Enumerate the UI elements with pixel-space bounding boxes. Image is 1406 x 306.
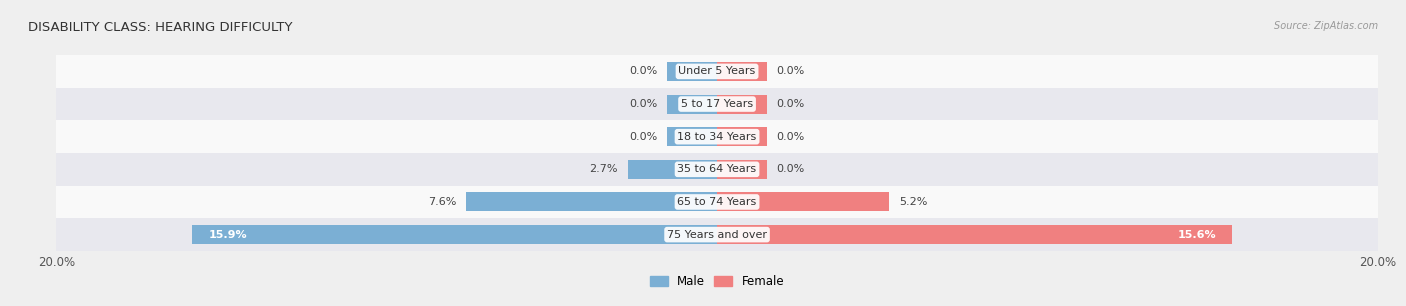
- Text: 35 to 64 Years: 35 to 64 Years: [678, 164, 756, 174]
- Bar: [717, 95, 766, 114]
- Text: 0.0%: 0.0%: [776, 66, 804, 76]
- Text: 0.0%: 0.0%: [630, 132, 658, 142]
- Bar: [56, 186, 1378, 218]
- Bar: [56, 88, 1378, 120]
- Bar: [717, 127, 766, 146]
- Text: 18 to 34 Years: 18 to 34 Years: [678, 132, 756, 142]
- Bar: [56, 120, 1378, 153]
- Bar: [628, 160, 717, 179]
- Text: 0.0%: 0.0%: [776, 99, 804, 109]
- Bar: [191, 225, 717, 244]
- Text: 7.6%: 7.6%: [427, 197, 456, 207]
- Bar: [717, 225, 1233, 244]
- Bar: [717, 62, 766, 81]
- Bar: [717, 192, 889, 211]
- Text: 5 to 17 Years: 5 to 17 Years: [681, 99, 754, 109]
- Bar: [717, 160, 766, 179]
- Bar: [56, 153, 1378, 186]
- Text: 0.0%: 0.0%: [630, 99, 658, 109]
- Text: 5.2%: 5.2%: [898, 197, 927, 207]
- Text: 0.0%: 0.0%: [776, 164, 804, 174]
- Bar: [56, 55, 1378, 88]
- Bar: [668, 62, 717, 81]
- Text: Source: ZipAtlas.com: Source: ZipAtlas.com: [1274, 21, 1378, 32]
- Text: 15.9%: 15.9%: [208, 230, 247, 240]
- Text: 75 Years and over: 75 Years and over: [666, 230, 768, 240]
- Text: Under 5 Years: Under 5 Years: [679, 66, 755, 76]
- Text: DISABILITY CLASS: HEARING DIFFICULTY: DISABILITY CLASS: HEARING DIFFICULTY: [28, 21, 292, 34]
- Text: 15.6%: 15.6%: [1177, 230, 1216, 240]
- Bar: [668, 127, 717, 146]
- Text: 0.0%: 0.0%: [630, 66, 658, 76]
- Bar: [56, 218, 1378, 251]
- Text: 0.0%: 0.0%: [776, 132, 804, 142]
- Legend: Male, Female: Male, Female: [650, 275, 785, 288]
- Bar: [668, 95, 717, 114]
- Text: 65 to 74 Years: 65 to 74 Years: [678, 197, 756, 207]
- Bar: [465, 192, 717, 211]
- Text: 2.7%: 2.7%: [589, 164, 617, 174]
